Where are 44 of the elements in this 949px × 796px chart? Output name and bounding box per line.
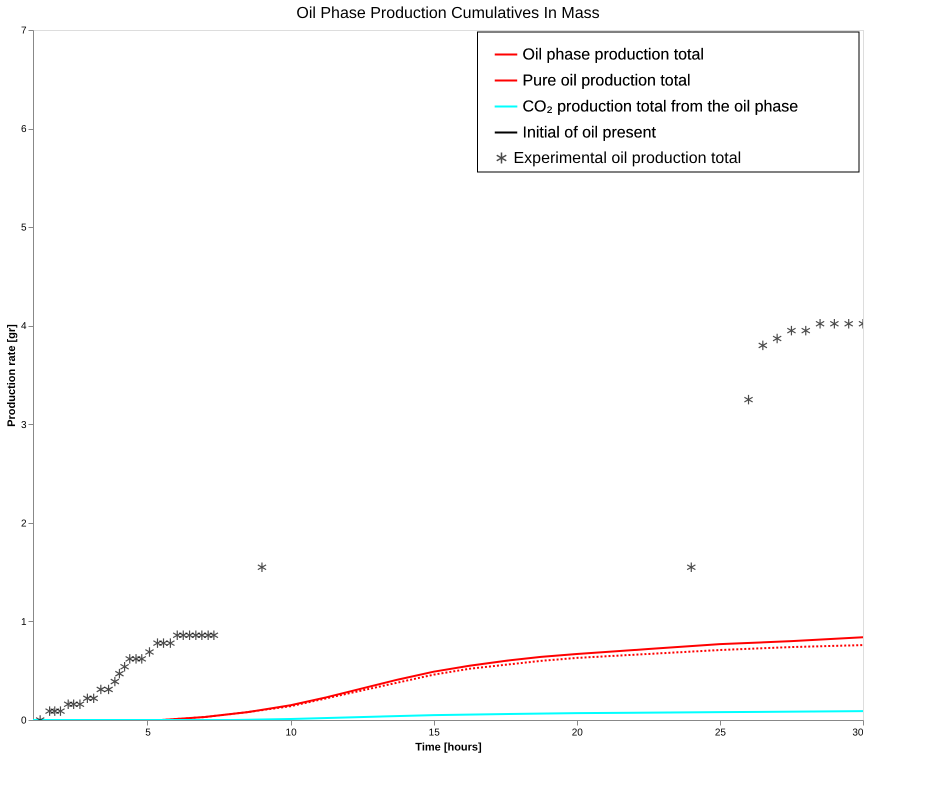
point: [801, 325, 810, 336]
legend-label: CO₂ production total from the oil phase: [522, 98, 798, 116]
point: [96, 684, 106, 695]
point: [758, 340, 768, 351]
point: [144, 646, 154, 658]
y-tick-label: 6: [20, 124, 27, 136]
point: [114, 668, 124, 680]
point: [184, 630, 194, 641]
point: [104, 684, 114, 695]
legend-label: Pure oil production total: [522, 72, 691, 90]
y-axis-title: Production rate [gr]: [6, 324, 18, 427]
point: [166, 638, 176, 648]
point: [82, 692, 92, 704]
y-tick-label: 1: [20, 616, 27, 628]
y-tick-label: 2: [20, 518, 27, 530]
point: [75, 698, 85, 710]
x-tick-label: 15: [428, 728, 440, 738]
x-tick-label: 5: [145, 728, 152, 738]
y-tick-label: 7: [20, 26, 27, 36]
point: [786, 325, 796, 336]
point: [125, 654, 134, 664]
x-tick-label: 10: [286, 728, 298, 738]
y-tick-label: 5: [20, 222, 27, 234]
x-axis-title: Time [hours]: [415, 742, 482, 754]
y-tick-label: 4: [20, 321, 27, 332]
point: [686, 562, 696, 573]
point: [844, 318, 854, 330]
point: [120, 661, 130, 672]
point: [815, 318, 825, 330]
point: [110, 676, 120, 687]
legend-label: Initial of oil present: [522, 124, 656, 142]
point: [744, 394, 754, 405]
point: [830, 318, 840, 330]
point: [88, 692, 98, 704]
point: [772, 333, 782, 344]
x-tick-label: 25: [714, 728, 726, 738]
chart-title: Oil Phase Production Cumulatives In Mass: [296, 5, 600, 22]
x-tick-label: 30: [852, 728, 864, 738]
legend-label: Oil phase production total: [522, 46, 704, 64]
x-tick-label: 20: [572, 728, 584, 738]
point: [257, 562, 267, 573]
legend-label: Experimental oil production total: [514, 150, 742, 167]
y-tick-label: 0: [20, 716, 27, 726]
y-tick-label: 3: [20, 420, 27, 431]
